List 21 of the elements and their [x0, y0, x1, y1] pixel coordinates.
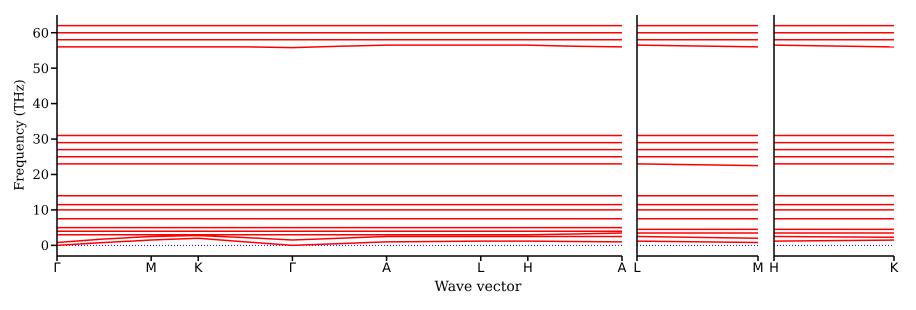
x-tick-label: A — [618, 261, 627, 276]
y-tick-label: 30 — [32, 132, 49, 148]
x-tick-label: M — [752, 261, 764, 276]
x-tick-label: Γ — [288, 261, 297, 276]
y-tick-label: 0 — [40, 238, 49, 254]
x-tick-label: K — [194, 261, 203, 276]
y-tick-label: 40 — [32, 97, 49, 112]
y-axis-title: Frequency (THz) — [12, 79, 28, 191]
x-tick-label: M — [146, 261, 157, 276]
x-tick-label: H — [522, 261, 533, 276]
x-tick-label: L — [633, 261, 642, 276]
y-tick-label: 60 — [32, 26, 49, 42]
x-tick-label: A — [382, 261, 392, 276]
x-axis-title: Wave vector — [434, 279, 522, 295]
y-tick-label: 20 — [32, 168, 49, 184]
x-tick-label: Γ — [53, 261, 62, 276]
x-tick-label: K — [890, 261, 899, 276]
y-tick-label: 10 — [32, 204, 49, 219]
x-tick-label: L — [477, 261, 486, 276]
x-tick-label: H — [769, 261, 779, 276]
y-tick-label: 50 — [32, 62, 49, 77]
